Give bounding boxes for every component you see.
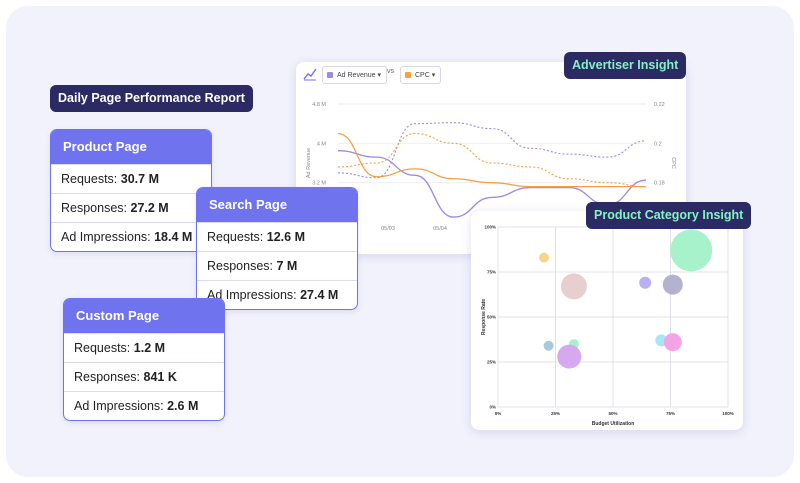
y-tick-label: 50%	[487, 315, 496, 320]
card-title: Custom Page	[64, 299, 224, 333]
metric-b-label: CPC	[415, 72, 430, 79]
responses-row: Responses: 841 K	[64, 362, 224, 391]
scatter-point	[543, 340, 554, 351]
x-axis-label: Budget Utilization	[592, 421, 635, 427]
requests-row: Requests: 1.2 M	[64, 333, 224, 362]
y-tick-label: 4 M	[317, 141, 327, 147]
ad-impressions-row: Ad Impressions: 2.6 M	[64, 391, 224, 420]
chevron-down-icon: ▾	[429, 72, 436, 79]
product-page-card: Product Page Requests: 30.7 M Responses:…	[50, 129, 212, 252]
y-tick-label: 3.2 M	[312, 181, 326, 187]
ad-impressions-value: 18.4 M	[154, 230, 193, 244]
line-chart-icon[interactable]	[303, 67, 317, 81]
requests-value: 30.7 M	[120, 172, 159, 186]
scatter-point	[670, 229, 713, 272]
y-tick-label: 0%	[489, 405, 496, 410]
y2-tick-label: 0.22	[654, 102, 665, 108]
vs-label: vs	[387, 68, 394, 75]
series-line-cpc-solid	[337, 132, 646, 188]
card-title: Search Page	[197, 188, 357, 222]
ad-impressions-row: Ad Impressions: 18.4 M	[51, 222, 211, 251]
chevron-down-icon: ▾	[375, 72, 381, 79]
scatter-point	[560, 273, 587, 300]
y-tick-label: 25%	[487, 360, 496, 365]
scatter-point	[539, 252, 549, 263]
responses-value: 841 K	[143, 370, 177, 384]
ad-impressions-row: Ad Impressions: 27.4 M	[197, 280, 357, 309]
metric-b-dropdown[interactable]: CPC ▾	[400, 66, 442, 84]
ad-impressions-value: 2.6 M	[167, 399, 199, 413]
x-tick-label: 25%	[551, 411, 560, 416]
y-tick-label: 100%	[484, 225, 496, 230]
scatter-point	[663, 333, 682, 352]
metric-a-dropdown[interactable]: Ad Revenue ▾	[322, 66, 387, 84]
responses-row: Responses: 7 M	[197, 251, 357, 280]
requests-row: Requests: 30.7 M	[51, 164, 211, 193]
revenue-cpc-line-chart: 4.8 M4 M3.2 M0.220.20.180.16Ad RevenueCP…	[306, 102, 676, 232]
report-title-tag: Daily Page Performance Report	[50, 85, 253, 112]
series-line-ad-revenue-dashed	[337, 122, 647, 179]
product-category-panel: 0% 25% 50% 75% 100% 100% 75% 50% 25% 0% Budget Uti…	[471, 211, 743, 430]
x-tick-label: 75%	[666, 411, 675, 416]
requests-value: 12.6 M	[266, 230, 305, 244]
y-axis-label: Response Rate	[481, 299, 487, 335]
search-page-card: Search Page Requests: 12.6 M Responses: …	[196, 187, 358, 310]
product-category-insight-tag: Product Category Insight	[586, 202, 752, 229]
metric-b-color	[405, 72, 411, 78]
scatter-point	[639, 276, 652, 289]
metric-a-label: Ad Revenue	[337, 72, 376, 79]
x-tick-label: 05/03	[381, 226, 395, 232]
x-tick-label: 05/04	[433, 226, 447, 232]
requests-value: 1.2 M	[133, 341, 166, 355]
y2-tick-label: 0.18	[654, 181, 665, 187]
advertiser-insight-tag: Advertiser Insight	[564, 52, 687, 79]
responses-value: 7 M	[276, 259, 298, 273]
y2-tick-label: 0.2	[654, 141, 662, 147]
y2-axis-label: CPC	[670, 157, 676, 169]
y-tick-label: 4.8 M	[312, 102, 326, 108]
x-tick-label: 0%	[495, 411, 502, 416]
y-tick-label: 75%	[487, 270, 496, 275]
responses-value: 27.2 M	[130, 201, 169, 215]
y-axis-label: Ad Revenue	[306, 148, 312, 178]
series-line-cpc-dashed	[337, 132, 647, 188]
responses-row: Responses: 27.2 M	[51, 193, 211, 222]
card-title: Product Page	[51, 130, 211, 164]
budget-response-scatter-chart: 0% 25% 50% 75% 100% 100% 75% 50% 25% 0% Budget Uti…	[481, 225, 734, 428]
x-tick-label: 100%	[722, 411, 734, 416]
series-line-ad-revenue-solid	[337, 150, 647, 218]
metric-a-color	[327, 72, 333, 78]
ad-impressions-value: 27.4 M	[300, 288, 339, 302]
x-tick-label: 50%	[608, 411, 617, 416]
custom-page-card: Custom Page Requests: 1.2 M Responses: 8…	[63, 298, 225, 421]
scatter-point	[557, 344, 582, 369]
requests-row: Requests: 12.6 M	[197, 222, 357, 251]
scatter-point	[662, 274, 683, 295]
